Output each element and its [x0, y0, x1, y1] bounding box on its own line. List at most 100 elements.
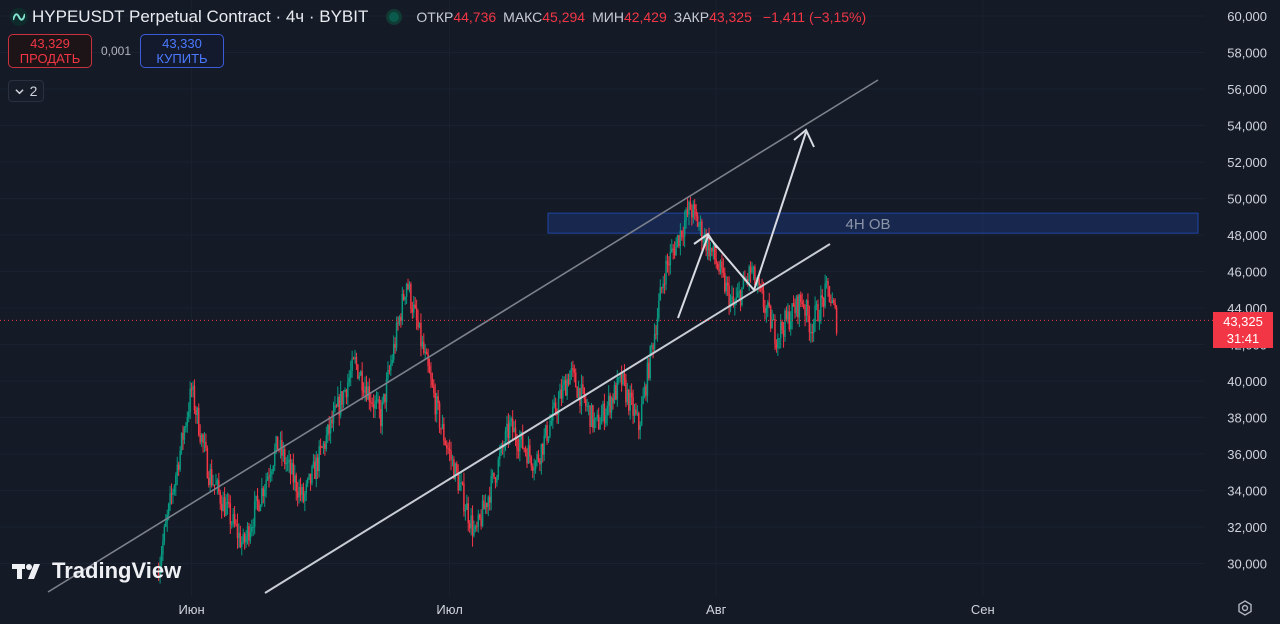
- channel-upper-line[interactable]: [47, 79, 879, 593]
- order-block-zone[interactable]: [547, 212, 1199, 234]
- candle-body: [395, 322, 398, 348]
- candle-body: [276, 436, 279, 450]
- candle-body: [772, 319, 775, 321]
- chevron-down-icon: [14, 88, 24, 94]
- candle-body: [590, 405, 593, 427]
- candle-body: [170, 493, 173, 495]
- candle-body: [245, 536, 247, 543]
- candle-body: [434, 392, 437, 415]
- candle-body: [827, 280, 829, 287]
- candle-body: [430, 373, 432, 379]
- candle-body: [572, 368, 574, 370]
- candle-body: [709, 247, 712, 257]
- candle-body: [295, 475, 297, 492]
- channel-lower-line[interactable]: [264, 243, 831, 594]
- tradingview-logo[interactable]: TradingView: [12, 558, 181, 584]
- candle-body: [549, 424, 551, 437]
- candle-body: [284, 449, 286, 464]
- candle-body: [355, 356, 358, 365]
- candle-body: [410, 284, 412, 309]
- candle-body: [603, 403, 606, 424]
- candle-body: [807, 300, 809, 316]
- candle-body: [259, 505, 262, 512]
- candle-body: [209, 469, 211, 485]
- candle-body: [334, 405, 336, 411]
- candle-body: [251, 526, 253, 532]
- y-tick-label: 48,000: [1227, 228, 1267, 243]
- candle-body: [573, 368, 576, 373]
- candle-body: [206, 448, 209, 478]
- candle-body: [706, 237, 709, 251]
- candle-body: [529, 445, 531, 457]
- candle-body: [686, 209, 689, 215]
- candle-body: [792, 303, 795, 307]
- candle-body: [165, 521, 167, 527]
- candle-body: [357, 364, 359, 379]
- spread-value: 0,001: [100, 44, 132, 58]
- candle-body: [607, 395, 610, 406]
- candle-body: [817, 304, 819, 321]
- zone-label: 4H OB: [845, 216, 890, 233]
- candle-body: [282, 449, 285, 456]
- candle-body: [669, 252, 672, 266]
- settings-icon[interactable]: [1237, 600, 1253, 616]
- candle-body: [414, 304, 416, 308]
- candle-body: [159, 564, 161, 578]
- candle-body: [447, 448, 449, 450]
- indicators-count: 2: [29, 83, 38, 99]
- candle-body: [504, 431, 507, 448]
- y-tick-label: 40,000: [1227, 374, 1267, 389]
- hyperliquid-logo-icon: [10, 8, 28, 26]
- change-value: −1,411 (−3,15%): [762, 9, 867, 25]
- candle-body: [228, 502, 230, 504]
- y-tick-label: 50,000: [1227, 192, 1267, 207]
- candle-body: [748, 266, 750, 281]
- y-tick-label: 30,000: [1227, 557, 1267, 572]
- candle-body: [566, 379, 568, 396]
- candle-body: [463, 483, 465, 512]
- candle-body: [420, 322, 422, 347]
- candle-body: [794, 306, 796, 314]
- candle-body: [775, 343, 778, 349]
- candle-body: [514, 427, 517, 440]
- candlestick-series: [157, 196, 838, 584]
- candle-body: [626, 389, 629, 403]
- y-tick-label: 56,000: [1227, 82, 1267, 97]
- candle-body: [658, 300, 660, 318]
- candle-body: [175, 475, 177, 486]
- candle-body: [673, 249, 676, 256]
- candle-body: [494, 477, 497, 483]
- projection-path[interactable]: [677, 131, 807, 319]
- symbol-title[interactable]: HYPEUSDT Perpetual Contract · 4ч · BYBIT: [32, 7, 369, 26]
- candle-body: [331, 419, 333, 424]
- candle-body: [734, 302, 736, 306]
- candle-body: [613, 384, 616, 403]
- candle-body: [262, 488, 265, 497]
- candle-body: [719, 261, 722, 272]
- candle-body: [754, 266, 756, 286]
- sell-button[interactable]: 43,329 ПРОДАТЬ: [8, 34, 92, 68]
- candle-body: [751, 271, 753, 273]
- candle-body: [324, 443, 326, 449]
- candle-body: [162, 541, 164, 555]
- candle-body: [263, 489, 266, 497]
- candle-body: [309, 473, 312, 484]
- buy-button[interactable]: 43,330 КУПИТЬ: [140, 34, 224, 68]
- indicators-toggle-button[interactable]: 2: [8, 80, 44, 102]
- market-status-icon[interactable]: [386, 9, 403, 25]
- candle-body: [546, 425, 548, 442]
- candle-body: [609, 395, 611, 413]
- candle-body: [483, 500, 485, 510]
- candle-body: [471, 515, 474, 536]
- candle-body: [824, 283, 826, 307]
- candle-body: [341, 391, 343, 405]
- x-tick-label: Сен: [971, 602, 995, 617]
- candle-body: [352, 358, 355, 360]
- candle-body: [620, 373, 623, 385]
- candle-body: [685, 209, 687, 221]
- candle-body: [712, 245, 715, 252]
- candle-body: [381, 401, 383, 427]
- candle-body: [183, 427, 186, 440]
- candle-body: [663, 283, 666, 285]
